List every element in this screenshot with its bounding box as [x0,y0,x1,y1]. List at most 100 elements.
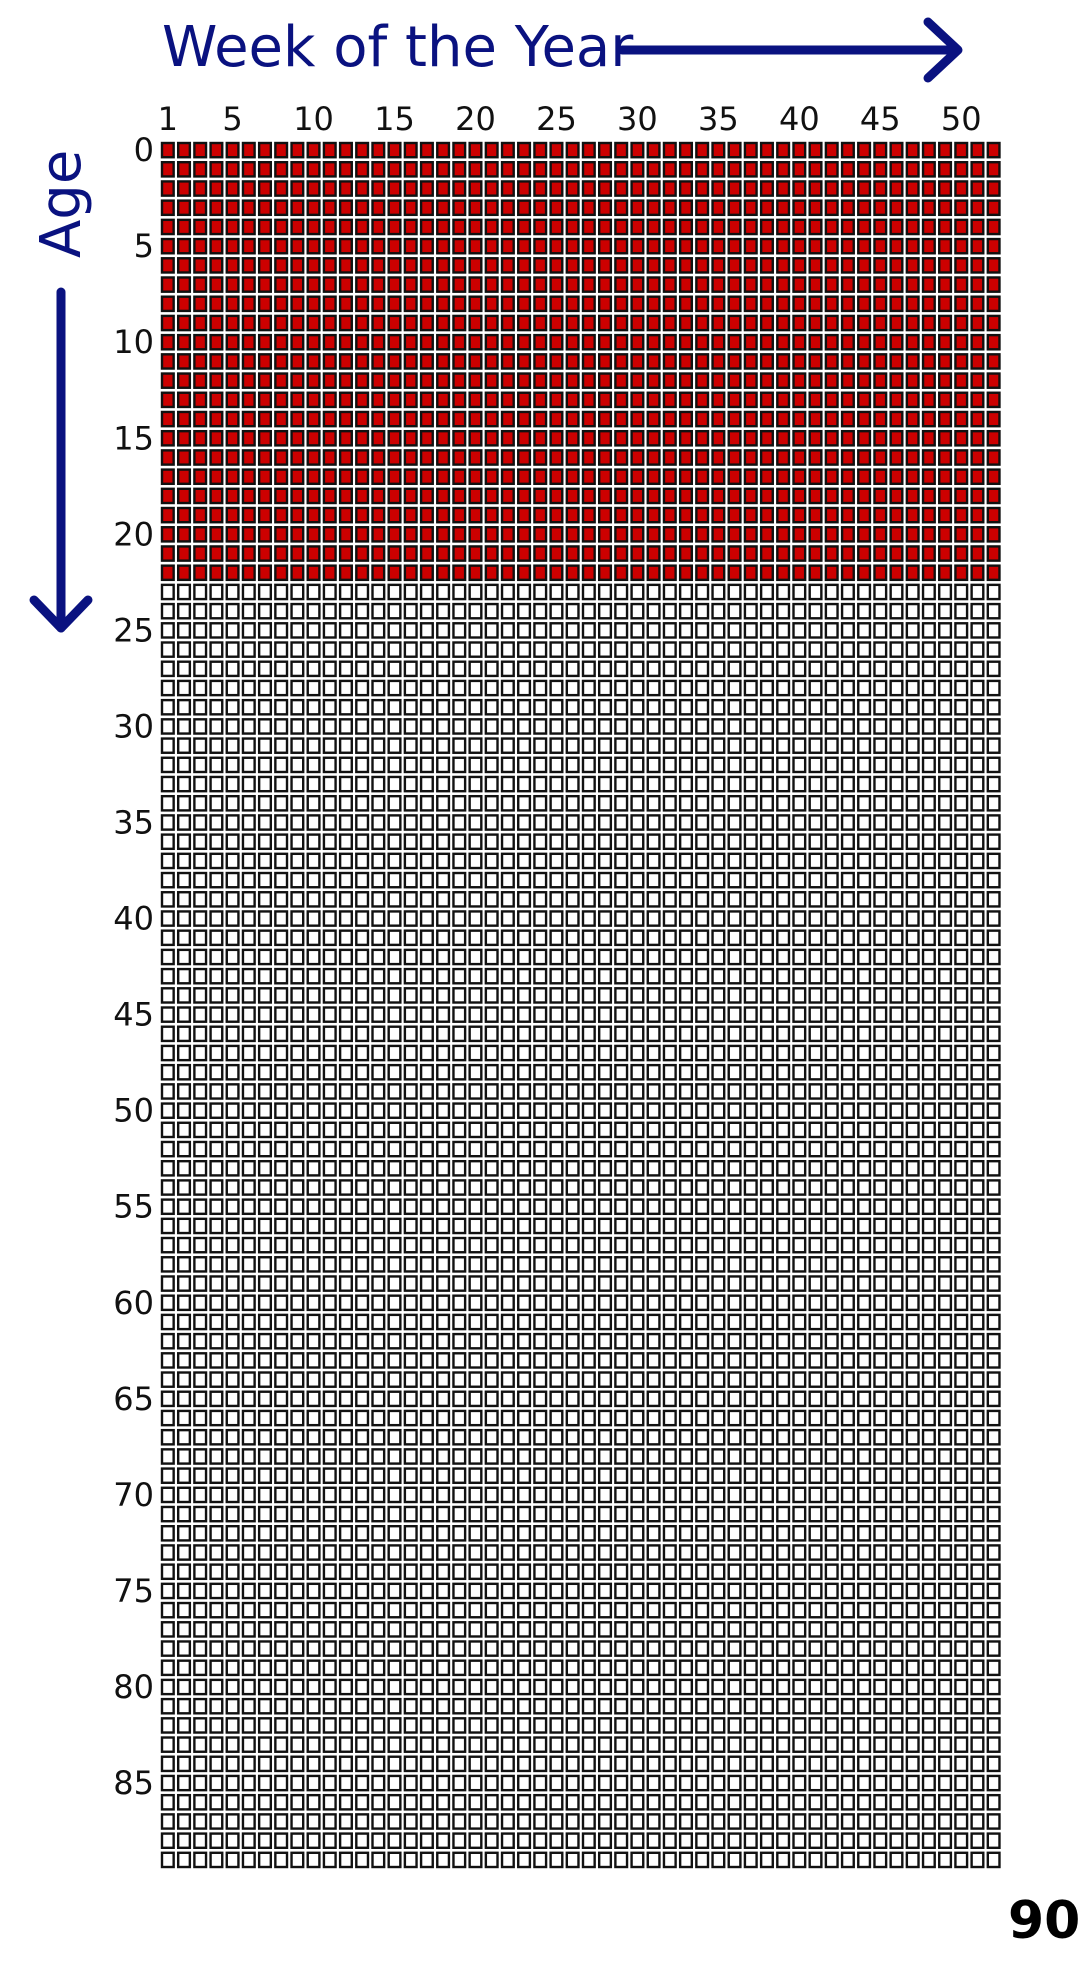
week-cell-remaining [824,718,839,735]
week-cell-remaining [889,1544,904,1561]
week-cell-remaining [776,775,791,793]
week-cell-remaining [274,1486,289,1504]
week-cell-remaining [759,1467,774,1484]
week-cell-remaining [614,1390,629,1408]
week-cell-lived [743,526,758,543]
week-cell-lived [938,141,953,159]
week-cell-remaining [905,1352,920,1369]
week-cell-lived [759,180,774,197]
week-cell-lived [419,391,434,409]
week-cell-remaining [290,698,305,716]
week-cell-remaining [630,1217,645,1235]
week-cell-lived [436,353,451,370]
week-cell-remaining [452,1640,467,1657]
week-cell-remaining [662,1352,677,1369]
week-cell-lived [565,391,580,409]
week-cell-remaining [484,1313,499,1331]
week-cell-remaining [274,1717,289,1734]
week-cell-remaining [533,756,548,774]
week-cell-remaining [792,1678,807,1696]
week-cell-lived [711,218,726,236]
week-cell-remaining [403,1025,418,1043]
week-cell-remaining [711,737,726,754]
week-cell-remaining [387,1717,402,1734]
week-cell-lived [468,314,483,332]
week-cell-lived [581,180,596,197]
week-cell-remaining [338,1294,353,1312]
week-cell-remaining [646,1332,661,1350]
week-cell-remaining [176,737,192,754]
week-cell-remaining [452,1678,467,1696]
week-cell-remaining [889,1832,904,1849]
week-cell-remaining [776,1217,791,1235]
week-cell-remaining [808,1659,823,1677]
x-tick-label: 5 [222,100,242,138]
week-cell-remaining [759,929,774,947]
week-cell-remaining [290,1793,305,1811]
week-cell-remaining [727,1659,742,1677]
week-cell-remaining [986,1582,1001,1600]
week-cell-remaining [436,1063,451,1081]
week-cell-remaining [500,852,515,870]
week-cell-lived [986,295,1001,313]
week-cell-remaining [452,1851,467,1869]
week-cell-lived [290,372,305,389]
week-cell-remaining [452,718,467,735]
week-cell-remaining [695,1813,710,1830]
y-tick-label: 80 [113,1668,154,1706]
week-cell-remaining [160,1736,175,1753]
week-cell-remaining [986,1063,1001,1081]
week-cell-remaining [290,1275,305,1292]
week-cell-remaining [759,698,774,716]
week-cell-remaining [419,1044,434,1062]
week-cell-lived [792,333,807,351]
week-cell-remaining [711,1063,726,1081]
week-cell-remaining [873,1563,888,1581]
week-cell-remaining [824,1832,839,1849]
week-cell-remaining [517,852,532,870]
week-cell-remaining [776,1486,791,1504]
week-cell-remaining [257,1390,273,1408]
week-cell-remaining [290,1332,305,1350]
week-cell-remaining [873,1390,888,1408]
week-cell-lived [727,333,742,351]
week-cell-remaining [824,1505,839,1523]
week-cell-remaining [824,660,839,678]
week-cell-remaining [695,737,710,754]
week-cell-lived [176,487,192,505]
week-cell-lived [792,449,807,466]
week-cell-remaining [678,1371,694,1388]
week-cell-remaining [808,1697,823,1715]
week-cell-remaining [371,1159,386,1177]
week-cell-lived [241,506,256,524]
week-cell-remaining [938,1409,953,1427]
week-cell-remaining [225,1217,240,1235]
week-cell-remaining [808,602,823,620]
week-cell-lived [597,199,613,217]
week-cell-remaining [792,814,807,831]
week-cell-remaining [938,1467,953,1484]
week-cell-remaining [873,1006,888,1023]
week-cell-remaining [840,1582,855,1600]
week-cell-remaining [954,1140,969,1158]
week-cell-lived [808,391,823,409]
week-cell-remaining [338,1063,353,1081]
week-cell-lived [614,449,629,466]
week-cell-remaining [257,1198,273,1216]
week-cell-remaining [274,622,289,639]
week-cell-remaining [160,814,175,831]
week-cell-lived [241,199,256,217]
week-cell-lived [711,429,726,447]
week-cell-remaining [581,1236,596,1254]
week-cell-remaining [225,1486,240,1504]
week-cell-lived [581,353,596,370]
week-cell-lived [209,180,224,197]
week-cell-lived [630,353,645,370]
week-cell-remaining [549,871,564,889]
week-cell-remaining [209,622,224,639]
week-cell-lived [241,218,256,236]
week-cell-remaining [274,1544,289,1561]
week-cell-remaining [338,1159,353,1177]
week-cell-remaining [436,1774,451,1792]
week-cell-remaining [387,718,402,735]
